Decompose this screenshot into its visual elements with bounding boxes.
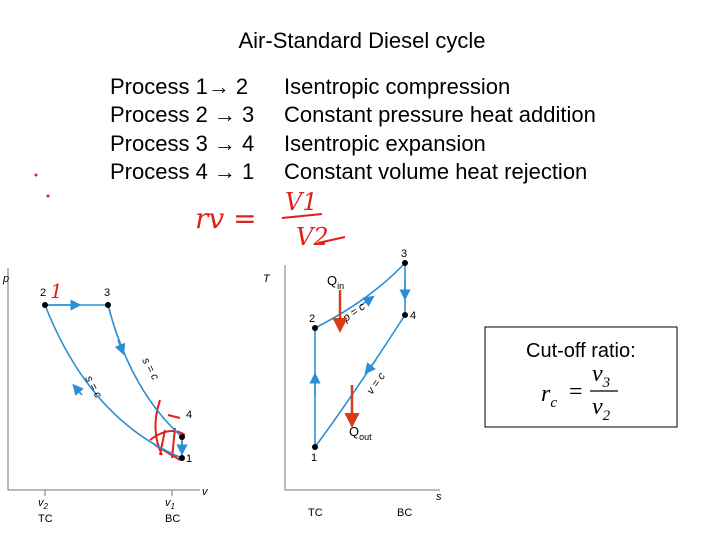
denominator: v2: [592, 394, 611, 424]
process-label: Process 3 → 4: [110, 131, 254, 156]
process-list: Process 1→ 2 Isentropic compression Proc…: [110, 74, 596, 184]
process-curve: [107, 304, 183, 438]
point: [105, 302, 111, 308]
point: [402, 312, 408, 318]
cutoff-box: Cut-off ratio: rc = v3 v2: [484, 326, 678, 428]
pv-diagram: p v 1 2 3 4 s = c s = c v2 TC v1 BC: [2, 268, 209, 525]
point-label: 1: [311, 452, 317, 464]
x-tick-label: BC: [165, 513, 180, 525]
arrow: [359, 295, 375, 307]
curve-label: s = c: [139, 356, 161, 383]
process-desc: Constant pressure heat addition: [284, 102, 596, 127]
process-label: Process 4 → 1: [110, 159, 254, 184]
point: [312, 325, 318, 331]
process-label: Process 1→ 2: [110, 74, 248, 99]
hand-num: V1: [285, 188, 318, 216]
point: [42, 302, 48, 308]
point: [312, 444, 318, 450]
point: [179, 455, 185, 461]
hand-mark: 1: [50, 279, 63, 303]
hand-stroke: [317, 236, 346, 244]
point-label: 2: [309, 313, 315, 325]
point-label: 3: [401, 248, 407, 260]
axis-label: T: [263, 273, 271, 285]
cutoff-label: Cut-off ratio:: [526, 340, 636, 362]
hand-lhs: rv =: [195, 202, 257, 235]
process-desc: Constant volume heat rejection: [284, 159, 587, 184]
point-label: 4: [410, 310, 416, 322]
hand-den: V2: [296, 223, 329, 251]
point-label: 3: [104, 287, 110, 299]
point: [402, 260, 408, 266]
handwriting: rv = V1 V2 1: [34, 173, 346, 461]
arrow: [114, 339, 126, 356]
process-curve: [44, 304, 183, 459]
x-tick: v1: [165, 497, 175, 511]
point-label: 1: [186, 453, 192, 465]
curve-label: v = c: [365, 370, 389, 397]
process-label: Process 2 → 3: [110, 102, 254, 127]
process-curve: [314, 314, 406, 448]
arrow: [72, 383, 84, 396]
axes: [7, 268, 200, 491]
x-tick-label: TC: [308, 507, 323, 519]
x-tick-label: TC: [38, 513, 53, 525]
point: [179, 434, 185, 440]
x-tick-label: BC: [397, 507, 412, 519]
x-tick: v2: [38, 497, 49, 511]
process-desc: Isentropic expansion: [284, 131, 486, 156]
axis-label: s: [436, 491, 442, 503]
equals: =: [569, 379, 583, 405]
dot: [34, 173, 38, 177]
axis-label: v: [202, 486, 209, 498]
axis-label: p: [2, 273, 9, 285]
dot: [46, 194, 50, 198]
axes: [284, 265, 440, 491]
point-label: 4: [186, 409, 192, 421]
heat-out: Qout: [349, 424, 372, 442]
hand-bar: [281, 213, 323, 219]
box: [484, 326, 678, 428]
heat-in: Qin: [327, 273, 344, 291]
point-label: 2: [40, 287, 46, 299]
curve-label: s = c: [82, 374, 104, 401]
process-desc: Isentropic compression: [284, 74, 510, 99]
arrow: [364, 359, 377, 375]
hand-scribble: [149, 399, 186, 461]
title: Air-Standard Diesel cycle: [239, 28, 486, 53]
numerator: v3: [592, 361, 610, 391]
ts-diagram: T s 1 2 3 4 p = c v = c TC BC Qin Qout: [263, 248, 442, 519]
lhs: rc: [541, 381, 557, 411]
